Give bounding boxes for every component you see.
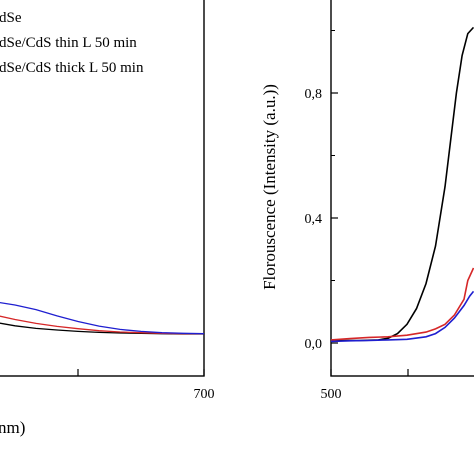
right-panel: 500 0,0 0,4 0,8 Florouscence (Intensity (a.… bbox=[260, 0, 474, 402]
left-plot-frame bbox=[0, 0, 205, 377]
legend-entry-3: dSe/CdS thick L 50 min bbox=[0, 60, 144, 76]
left-x-tick-label-0: 700 bbox=[194, 387, 215, 402]
right-series-line-2 bbox=[330, 267, 474, 341]
right-y-tick-label-2: 0,8 bbox=[305, 87, 323, 102]
right-y-tick-label-1: 0,4 bbox=[305, 212, 323, 227]
right-x-tick-label-0: 500 bbox=[321, 387, 342, 402]
legend: dSe dSe/CdS thin L 50 min dSe/CdS thick … bbox=[0, 10, 144, 76]
legend-entry-1: dSe bbox=[0, 10, 22, 26]
left-panel: 700 dSe dSe/CdS thin L 50 min dSe/CdS th… bbox=[0, 0, 215, 437]
right-series-line-1 bbox=[331, 26, 474, 342]
left-series-line-3 bbox=[0, 301, 205, 335]
right-y-axis-title: Florouscence (Intensity (a.u.)) bbox=[260, 84, 279, 290]
left-x-ticks: 700 bbox=[77, 369, 215, 402]
legend-entry-2: dSe/CdS thin L 50 min bbox=[0, 35, 137, 51]
left-x-axis-title: nm) bbox=[0, 418, 25, 437]
right-y-tick-label-0: 0,0 bbox=[305, 337, 323, 352]
right-series-line-3 bbox=[330, 290, 474, 343]
right-axis-ticks: 500 0,0 0,4 0,8 bbox=[305, 30, 409, 402]
right-plot-frame bbox=[330, 0, 474, 377]
left-series-lines bbox=[0, 301, 205, 335]
right-series-lines bbox=[330, 26, 474, 343]
